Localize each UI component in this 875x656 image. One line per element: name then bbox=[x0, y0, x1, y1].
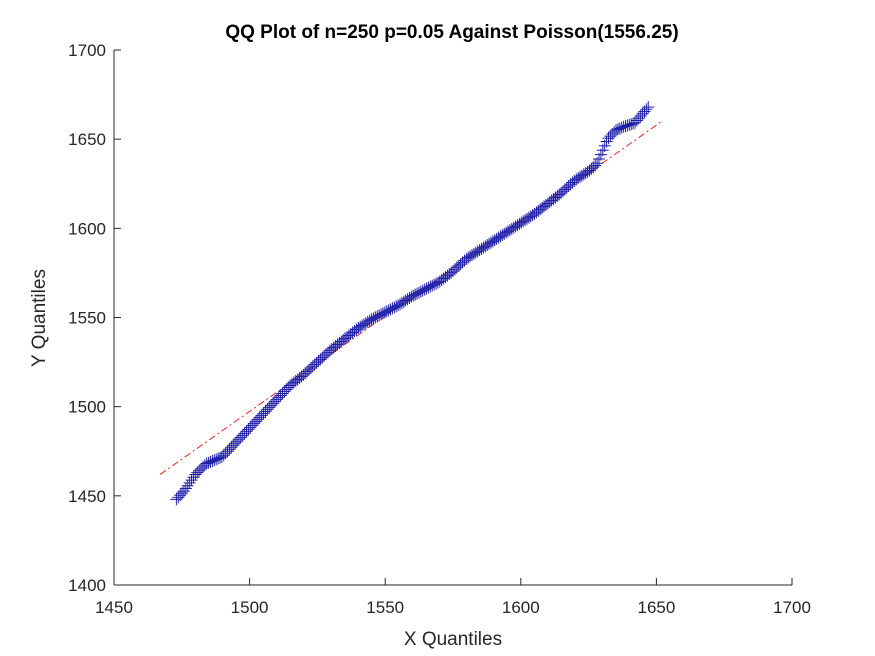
data-point bbox=[642, 101, 655, 114]
x-tick-label: 1500 bbox=[231, 598, 269, 617]
x-tick-label: 1700 bbox=[773, 598, 811, 617]
chart-title: QQ Plot of n=250 p=0.05 Against Poisson(… bbox=[225, 22, 678, 43]
y-tick-label: 1500 bbox=[68, 398, 106, 417]
y-tick-label: 1700 bbox=[68, 41, 106, 60]
axes: 1450 1500 1550 1600 1650 1700 1400 1450 1500 1550… bbox=[68, 41, 811, 617]
x-tick-label: 1450 bbox=[95, 598, 133, 617]
x-axis-title: X Quantiles bbox=[404, 629, 502, 650]
y-tick-label: 1650 bbox=[68, 130, 106, 149]
data-point bbox=[640, 103, 653, 116]
data-points bbox=[170, 101, 655, 506]
y-tick-label: 1400 bbox=[68, 576, 106, 595]
data-point bbox=[589, 159, 602, 172]
x-tick-label: 1650 bbox=[637, 598, 675, 617]
x-tick-label: 1550 bbox=[366, 598, 404, 617]
y-axis-title: Y Quantiles bbox=[29, 269, 50, 367]
y-tick-label: 1450 bbox=[68, 487, 106, 506]
y-tick-label: 1600 bbox=[68, 219, 106, 238]
y-tick-label: 1550 bbox=[68, 309, 106, 328]
x-tick-label: 1600 bbox=[502, 598, 540, 617]
